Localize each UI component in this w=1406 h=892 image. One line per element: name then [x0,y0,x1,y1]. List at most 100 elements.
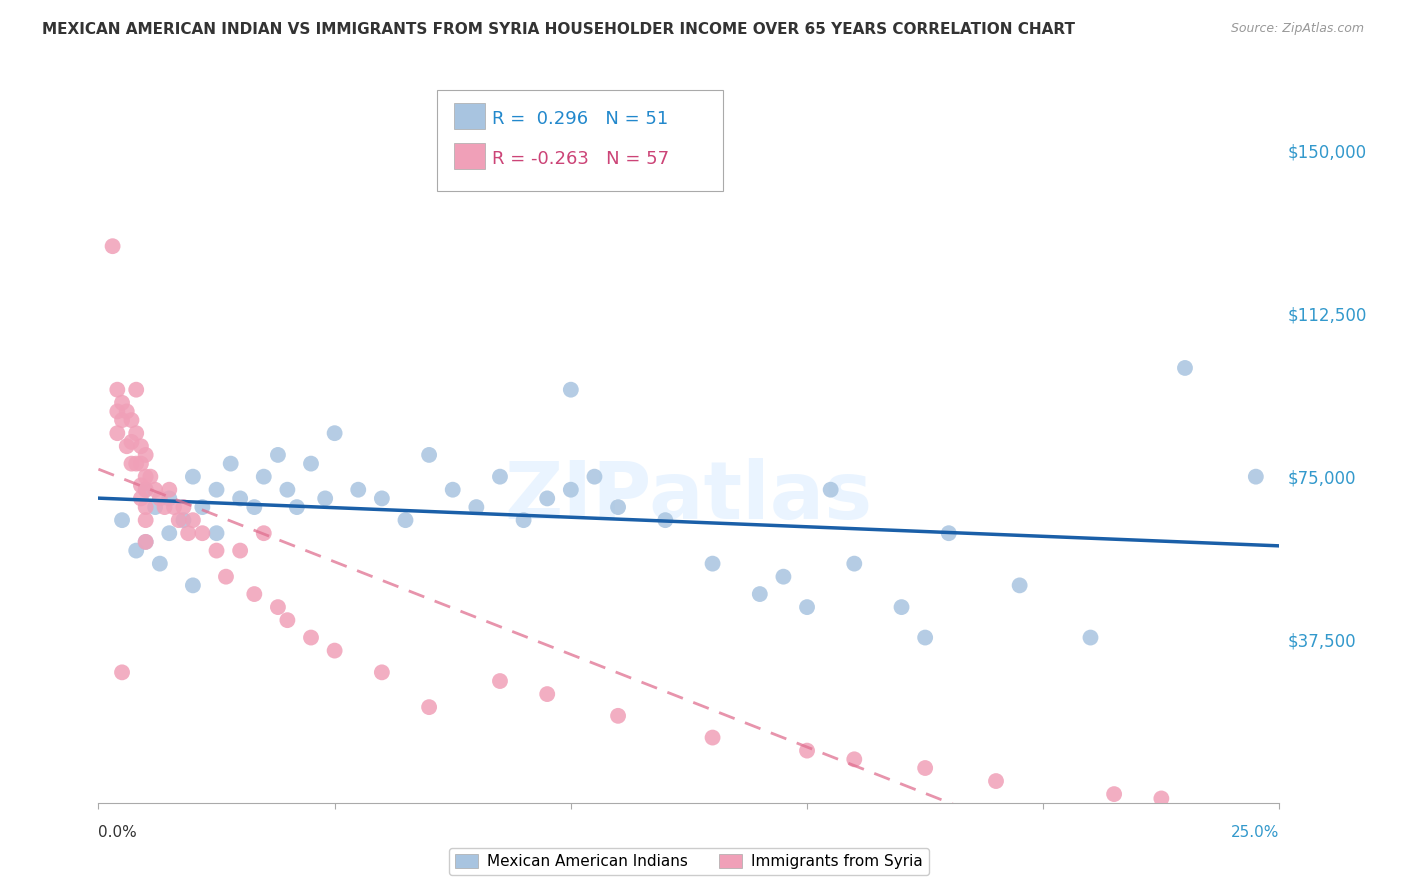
Point [121,457,143,471]
Point [205,543,228,558]
Point [125,457,148,471]
Point [583,469,606,483]
Text: R = -0.263   N = 57: R = -0.263 N = 57 [492,150,669,168]
Point [115,404,138,418]
Point [135,483,157,497]
Point [125,543,148,558]
Point [135,500,157,514]
Point [181,578,204,592]
Point [111,665,134,680]
Point [135,535,157,549]
Point [536,687,558,701]
Point [105,383,128,397]
Point [163,500,186,514]
Point [560,483,582,497]
Point [149,491,172,506]
Point [219,457,242,471]
Point [135,513,157,527]
Point [844,752,866,766]
Point [181,469,204,483]
Point [796,600,818,615]
Point [121,434,143,449]
Point [157,483,180,497]
Point [702,731,724,745]
Point [105,426,128,441]
Point [172,500,194,514]
Point [143,483,166,497]
Point [748,587,770,601]
Point [121,413,143,427]
Point [914,761,936,775]
Point [323,643,346,657]
Point [135,483,157,497]
Point [560,383,582,397]
Point [323,426,346,441]
Point [125,383,148,397]
Point [654,513,676,527]
Point [1174,361,1197,376]
Point [299,457,322,471]
Point [253,469,276,483]
Point [125,426,148,441]
Point [135,535,157,549]
Point [243,587,266,601]
Point [347,483,370,497]
Point [253,526,276,541]
Legend: Mexican American Indians, Immigrants from Syria: Mexican American Indians, Immigrants fro… [449,848,929,875]
Point [229,543,252,558]
Point [984,774,1007,789]
Point [111,396,134,410]
Point [512,513,534,527]
Text: MEXICAN AMERICAN INDIAN VS IMMIGRANTS FROM SYRIA HOUSEHOLDER INCOME OVER 65 YEAR: MEXICAN AMERICAN INDIAN VS IMMIGRANTS FR… [42,22,1076,37]
Point [489,674,512,689]
Point [243,500,266,514]
Point [205,483,228,497]
Point [314,491,336,506]
Point [167,513,190,527]
Point [418,448,440,462]
Point [285,500,308,514]
Point [135,469,157,483]
Point [129,439,152,453]
Point [177,526,200,541]
Point [1150,791,1173,805]
Point [441,483,464,497]
Point [115,439,138,453]
Point [153,500,176,514]
Point [299,631,322,645]
Point [181,513,204,527]
Text: R =  0.296   N = 51: R = 0.296 N = 51 [492,110,668,128]
Point [149,557,172,571]
Point [536,491,558,506]
Point [772,570,794,584]
Point [371,665,394,680]
Point [129,491,152,506]
Point [796,744,818,758]
Point [1080,631,1102,645]
Point [215,570,238,584]
Point [607,708,630,723]
Point [844,557,866,571]
Point [157,491,180,506]
Point [465,500,488,514]
Point [101,239,124,253]
Point [229,491,252,506]
Point [143,500,166,514]
Point [105,404,128,418]
Point [191,500,214,514]
Text: 25.0%: 25.0% [1232,825,1279,840]
Point [172,513,194,527]
Point [276,613,298,627]
Point [129,478,152,492]
Point [111,513,134,527]
Y-axis label: Householder Income Over 65 years: Householder Income Over 65 years [0,319,7,591]
Point [914,631,936,645]
Point [191,526,214,541]
Point [129,457,152,471]
Point [111,413,134,427]
Point [1244,469,1267,483]
Point [702,557,724,571]
Point [157,526,180,541]
Point [371,491,394,506]
Point [890,600,912,615]
